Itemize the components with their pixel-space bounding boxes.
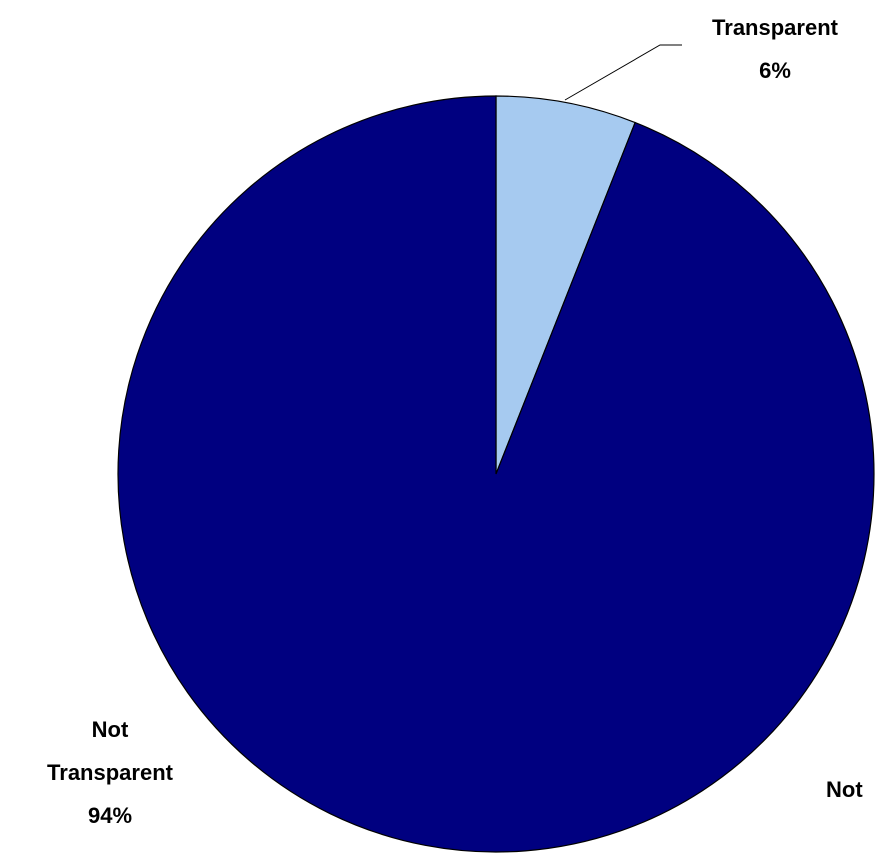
slice-label: Not Transparent 94% — [40, 708, 180, 837]
slice-label: Transparent 6% — [690, 6, 860, 92]
slice-value: 94% — [87, 803, 133, 828]
leader-line — [564, 44, 682, 101]
slice-name: Transparent — [712, 15, 838, 40]
annotation: Not — [826, 777, 863, 802]
pie-slice — [495, 95, 636, 475]
slice-name: Not Transparent — [47, 717, 173, 785]
pie-slice — [117, 95, 875, 853]
slice-value: 6% — [759, 58, 791, 83]
